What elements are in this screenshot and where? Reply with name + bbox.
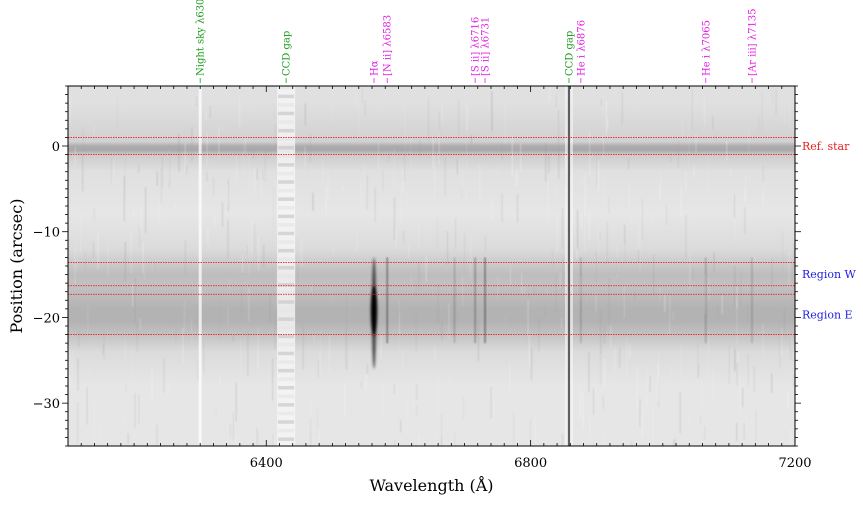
spectral-line-label: CCD gap [564, 31, 575, 76]
spectral-line-label: Night sky λ6300 [196, 0, 207, 76]
annotations: Night sky λ6300 CCD gap Hα [N ii] λ6583 [S i… [196, 0, 857, 321]
spectral-line-label: He i λ7065 [701, 20, 712, 76]
continuum-bands [68, 86, 795, 446]
faint-emission-lines [386, 257, 754, 344]
axes: 6400 6800 7200 0 −10 −20 −30 Wavelength (Å) Posi… [7, 85, 812, 495]
spectral-line-label: [Ar iii] λ7135 [748, 8, 759, 76]
region-label: Region W [802, 268, 857, 281]
spectral-line-label: [S ii] λ6731 [481, 17, 492, 76]
spectral-line-label: [S ii] λ6716 [471, 17, 482, 76]
sky-line-residual [198, 86, 202, 446]
y-tick-label: −30 [33, 397, 60, 412]
x-axis-label: Wavelength (Å) [369, 475, 493, 495]
y-axis-label: Position (arcsec) [7, 199, 26, 334]
x-tick-label: 7200 [778, 456, 811, 471]
region-label: Region E [802, 308, 853, 321]
y-tick-label: 0 [52, 140, 60, 155]
x-tick-label: 6800 [514, 456, 547, 471]
ccd-gap-1 [277, 86, 296, 446]
noise-texture [67, 86, 796, 446]
halpha-emission [370, 257, 378, 369]
x-tick-label: 6400 [250, 456, 283, 471]
region-boundaries [68, 136, 795, 336]
spectral-line-label: He i λ6876 [576, 20, 587, 76]
y-tick-label: −10 [33, 226, 60, 241]
spectral-line-label: Hα [370, 60, 381, 76]
spectrum-image [67, 86, 796, 446]
region-label: Ref. star [802, 140, 850, 153]
y-tick-label: −20 [33, 311, 60, 326]
spectral-line-label: CCD gap [282, 31, 293, 76]
spectral-line-label: [N ii] λ6583 [383, 15, 394, 76]
